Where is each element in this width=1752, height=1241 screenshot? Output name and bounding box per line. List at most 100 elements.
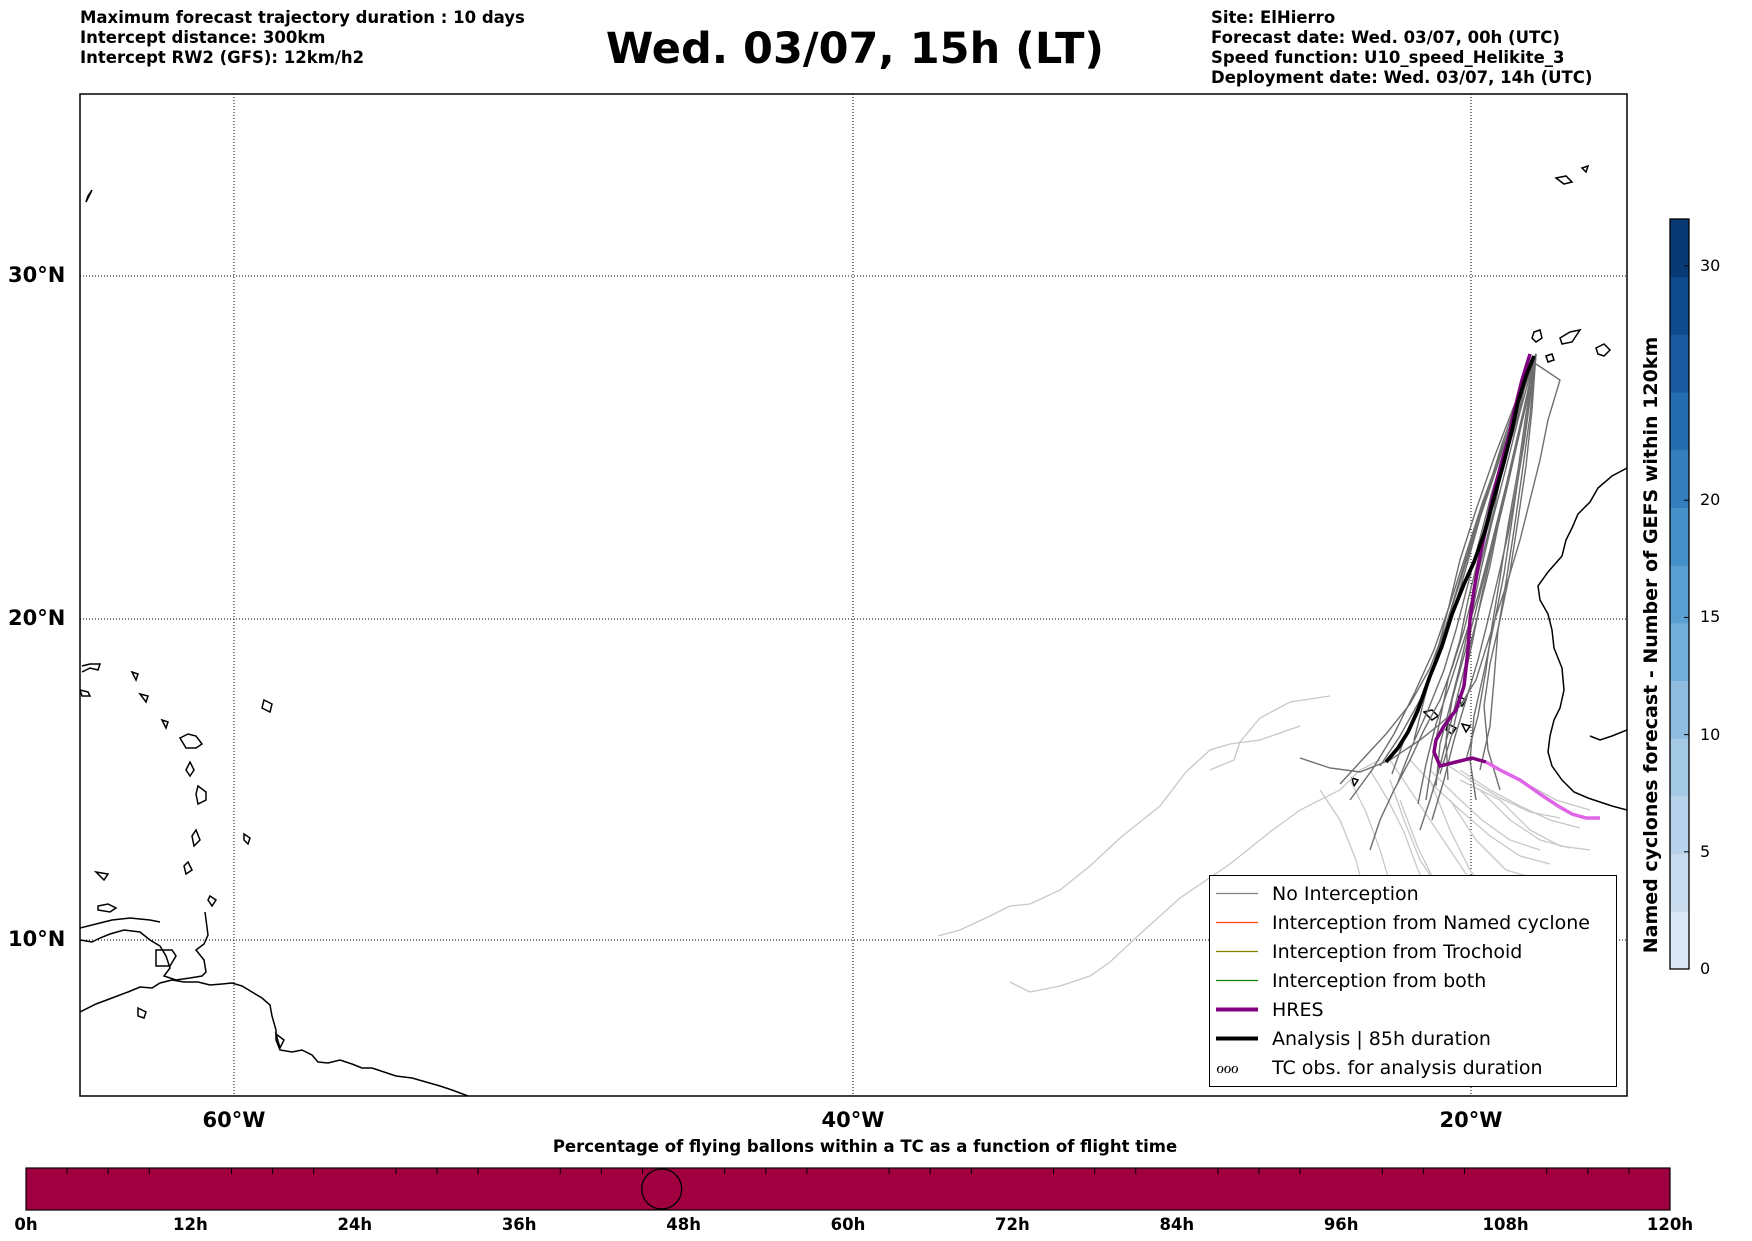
colorbar-segment	[1670, 738, 1689, 797]
page-title: Wed. 03/07, 15h (LT)	[605, 24, 1105, 74]
coast-madeira	[1554, 175, 1574, 185]
coast-curacao	[97, 903, 118, 913]
intercept-rw2-text: Intercept RW2 (GFS): 12km/h2	[80, 48, 365, 67]
colorbar-segment	[1670, 853, 1689, 912]
lon-label-20: 20°W	[1439, 1108, 1503, 1132]
coast-island-small-4	[85, 189, 93, 203]
legend-swatch	[1216, 1007, 1258, 1012]
speed-function-text: Speed function: U10_speed_Helikite_3	[1211, 48, 1565, 67]
deployment-date-text: Deployment date: Wed. 03/07, 14h (UTC)	[1211, 68, 1593, 87]
coast-canary-3	[1595, 343, 1612, 357]
lat-label-10: 10°N	[8, 927, 66, 951]
coast-island-virgin	[261, 698, 273, 714]
flight-time-tick-label: 48h	[666, 1215, 701, 1234]
coast-guinea	[1589, 729, 1627, 741]
coast-venezuela-north	[80, 917, 161, 929]
coast-island-small-3	[160, 718, 169, 730]
colorbar-segment	[1670, 680, 1689, 739]
coast-caribbean-islands-b	[80, 689, 92, 697]
track-gray-16	[1479, 353, 1537, 771]
colorbar-segment	[1670, 795, 1689, 855]
flight-time-tick-label: 24h	[337, 1215, 373, 1234]
coast-caribbean-islands-a	[81, 663, 102, 673]
coast-island-guadeloupe	[178, 733, 204, 749]
coast-cape-verde-1	[1422, 709, 1440, 721]
coast-island-st-vincent	[183, 860, 193, 876]
coast-island-martinique	[195, 784, 207, 806]
track-gray-18	[1439, 353, 1537, 775]
coast-cape-verde-5	[1350, 776, 1360, 788]
legend-label: Interception from Named cyclone	[1272, 911, 1590, 934]
colorbar	[1670, 219, 1689, 970]
track-gray-10	[1483, 353, 1537, 791]
track-gray-15	[1465, 353, 1537, 761]
track-light-long-3	[1209, 695, 1331, 771]
flight-time-tick-label: 108h	[1482, 1215, 1529, 1234]
legend-swatch	[1216, 892, 1258, 895]
colorbar-tick-label: 30	[1700, 255, 1721, 275]
coast-island-grenada	[207, 894, 218, 908]
flight-time-tick-label: 60h	[830, 1215, 866, 1234]
track-light-long-2	[1009, 759, 1381, 993]
track-gray-17	[1339, 353, 1537, 785]
flight-time-tick-label: 36h	[501, 1215, 537, 1234]
coast-island-small-1	[130, 670, 139, 682]
tc-obs-icon: ℴℴℴ	[1216, 1057, 1239, 1078]
coast-island-st-lucia	[191, 828, 201, 848]
flight-time-tick-label: 0h	[14, 1215, 38, 1234]
coast-venezuela-bay	[80, 911, 209, 981]
colorbar-tick-label: 10	[1700, 724, 1721, 744]
legend-label: Interception from both	[1272, 969, 1487, 992]
track-light-7	[1439, 759, 1561, 819]
lon-label-60: 60°W	[202, 1108, 266, 1132]
coast-canary-4	[1545, 353, 1555, 363]
coast-island-barbados	[243, 832, 251, 846]
legend-swatch	[1216, 921, 1258, 924]
track-light-long-1	[937, 725, 1301, 937]
colorbar-tick-label: 0	[1700, 959, 1711, 978]
coast-cape-verde-4	[1460, 722, 1472, 734]
coast-south-america	[80, 979, 469, 1096]
flight-time-bar	[25, 1167, 1671, 1211]
legend-label: Analysis | 85h duration	[1272, 1027, 1491, 1050]
colorbar-border	[1669, 218, 1690, 970]
flight-time-tick-label: 120h	[1646, 1215, 1694, 1234]
track-analysis	[1384, 355, 1536, 764]
coast-canary-2	[1559, 328, 1582, 345]
colorbar-segment	[1670, 334, 1689, 393]
colorbar-tick-label: 15	[1700, 607, 1721, 627]
colorbar-segment	[1670, 507, 1689, 566]
legend-label: HRES	[1272, 998, 1324, 1021]
colorbar-segment	[1670, 565, 1689, 624]
coastlines	[80, 164, 1627, 1096]
colorbar-segment	[1670, 622, 1689, 682]
track-gray-4	[1431, 353, 1537, 821]
current-time-marker	[641, 1168, 683, 1210]
flight-time-tick-label: 96h	[1323, 1215, 1359, 1234]
legend-swatch	[1216, 1036, 1258, 1041]
colorbar-segment	[1670, 392, 1689, 451]
legend-swatch	[1216, 950, 1258, 953]
flight-time-bar-title: Percentage of flying ballons within a TC…	[552, 1137, 1178, 1156]
legend-label: No Interception	[1272, 882, 1419, 905]
colorbar-tick-label: 20	[1700, 490, 1721, 510]
header-right-info: Site: ElHierro Forecast date: Wed. 03/07…	[1211, 8, 1592, 88]
legend: No Interception Interception from Named …	[1209, 875, 1617, 1087]
track-light-6	[1429, 769, 1541, 851]
lat-label-20: 20°N	[8, 606, 66, 630]
forecast-date-text: Forecast date: Wed. 03/07, 00h (UTC)	[1211, 28, 1560, 47]
colorbar-segment	[1670, 911, 1689, 970]
track-light-13	[1479, 789, 1571, 849]
colorbar-tick-label: 5	[1700, 841, 1711, 861]
coast-canary-1	[1531, 329, 1543, 343]
flight-time-bar-ticks	[66, 1168, 1630, 1174]
coast-africa	[1537, 467, 1627, 811]
tracks-highlight	[1384, 353, 1600, 820]
legend-label: TC obs. for analysis duration	[1272, 1056, 1543, 1079]
lat-label-30: 30°N	[8, 263, 66, 287]
track-gray-long	[1299, 359, 1561, 773]
site-text: Site: ElHierro	[1211, 8, 1336, 27]
lon-label-40: 40°W	[821, 1108, 885, 1132]
legend-swatch	[1216, 979, 1258, 982]
colorbar-segment	[1670, 449, 1689, 508]
